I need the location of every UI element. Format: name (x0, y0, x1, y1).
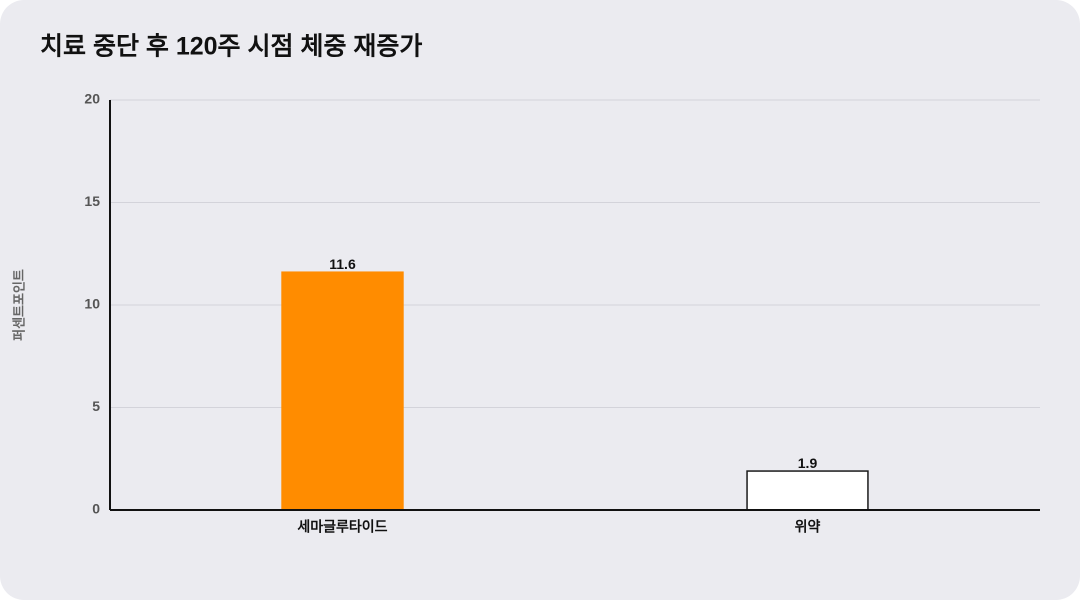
bar (746, 470, 869, 511)
bar (281, 271, 404, 511)
value-label: 11.6 (329, 256, 356, 272)
value-label: 1.9 (798, 455, 818, 471)
y-tick-label: 15 (84, 193, 100, 209)
chart-title: 치료 중단 후 120주 시점 체중 재증가 (40, 33, 422, 61)
y-tick-label: 5 (92, 398, 100, 414)
y-axis-label: 퍼센트포인트 (11, 269, 26, 341)
y-tick-label: 0 (92, 501, 100, 517)
x-tick-label: 위약 (795, 519, 821, 535)
x-tick-label: 세마글루타이드 (297, 519, 387, 535)
y-tick-label: 10 (84, 296, 100, 312)
y-tick-label: 20 (84, 91, 100, 107)
